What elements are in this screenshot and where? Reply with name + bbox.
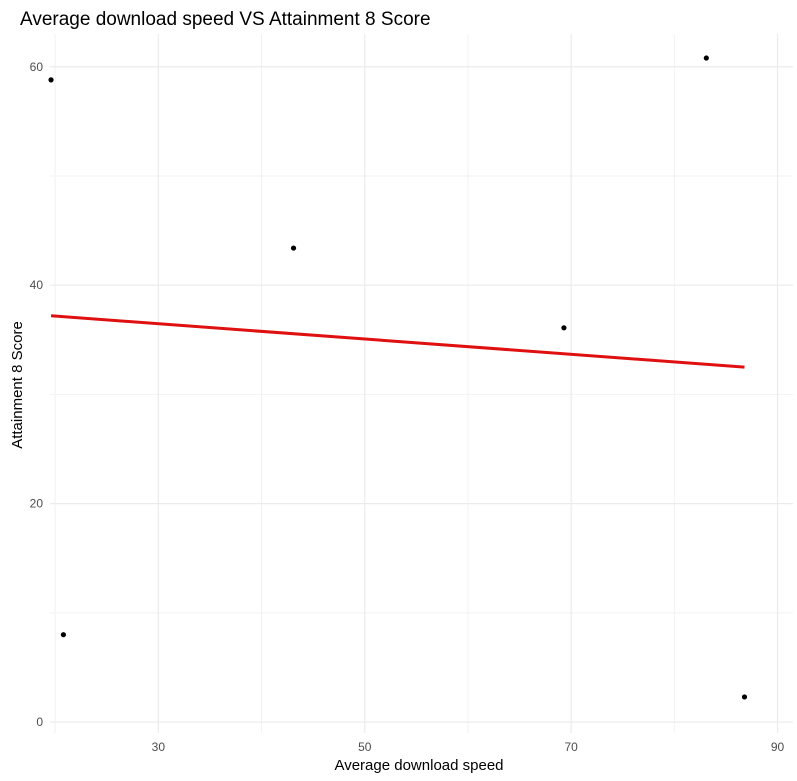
tick-labels: 0 20 40 60 30 50 70 90 (30, 60, 785, 754)
data-point (703, 55, 709, 61)
chart-title: Average download speed VS Attainment 8 S… (20, 9, 431, 30)
data-point (60, 632, 67, 638)
y-tick-label: 20 (30, 497, 44, 511)
grid-lines (50, 34, 793, 733)
x-tick-label: 50 (358, 740, 372, 754)
y-axis-title: Attainment 8 Score (9, 321, 26, 449)
data-point (741, 694, 748, 700)
trend-line-layer (50, 314, 745, 369)
y-tick-label: 60 (30, 60, 44, 74)
x-tick-label: 90 (771, 740, 785, 754)
x-axis-title: Average download speed (334, 757, 503, 774)
y-tick-label: 40 (30, 278, 44, 292)
data-point (561, 325, 567, 331)
x-tick-label: 70 (564, 740, 578, 754)
data-point (290, 245, 297, 251)
data-point (48, 77, 54, 83)
data-points (48, 55, 748, 700)
y-tick-label: 0 (36, 715, 43, 729)
trend-line (50, 314, 745, 369)
x-tick-label: 30 (152, 740, 166, 754)
